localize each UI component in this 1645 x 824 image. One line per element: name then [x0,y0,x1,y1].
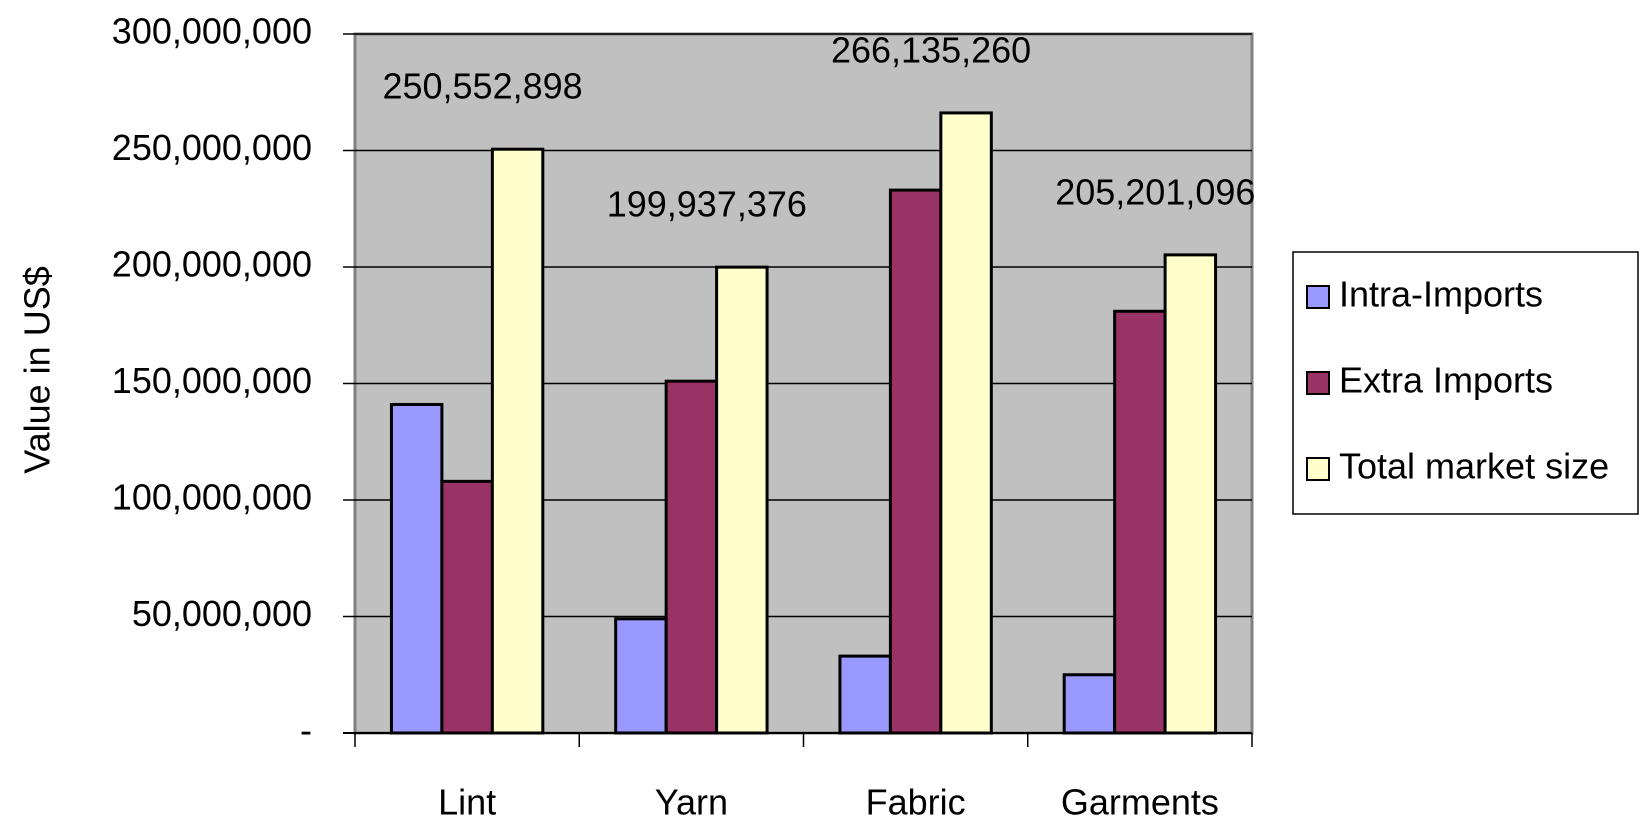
legend-swatch [1306,285,1330,309]
bar [888,188,943,735]
bar [614,617,668,735]
legend-label: Total market size [1339,446,1609,487]
legend-swatch [1306,457,1330,481]
bar [838,654,892,735]
data-label: 199,937,376 [607,184,807,225]
x-tick-label: Yarn [655,782,728,823]
bar [490,147,545,735]
y-tick-label: 300,000,000 [112,11,312,52]
bar [389,402,444,735]
bar [1113,309,1167,735]
bar [1163,253,1218,735]
x-tick-label: Lint [438,782,496,823]
data-label: 266,135,260 [831,29,1031,70]
x-tick-label: Garments [1061,782,1219,823]
y-tick-label: 50,000,000 [132,593,312,634]
legend-box [1292,251,1639,515]
legend-swatch [1306,371,1330,395]
y-tick-label: 150,000,000 [112,360,312,401]
y-axis-label: Value in US$ [17,266,58,473]
data-label: 250,552,898 [382,66,582,107]
bar [440,479,494,735]
legend-label: Intra-Imports [1339,274,1543,315]
y-tick-label: - [300,710,312,751]
x-tick-label: Fabric [866,782,966,823]
bar [939,111,993,735]
y-tick-label: 100,000,000 [112,477,312,518]
bar [664,379,719,735]
y-tick-label: 250,000,000 [112,127,312,168]
y-tick-label: 200,000,000 [112,244,312,285]
bar [715,265,769,735]
legend-label: Extra Imports [1339,360,1553,401]
data-label: 205,201,096 [1055,171,1255,212]
bar [1062,673,1117,735]
